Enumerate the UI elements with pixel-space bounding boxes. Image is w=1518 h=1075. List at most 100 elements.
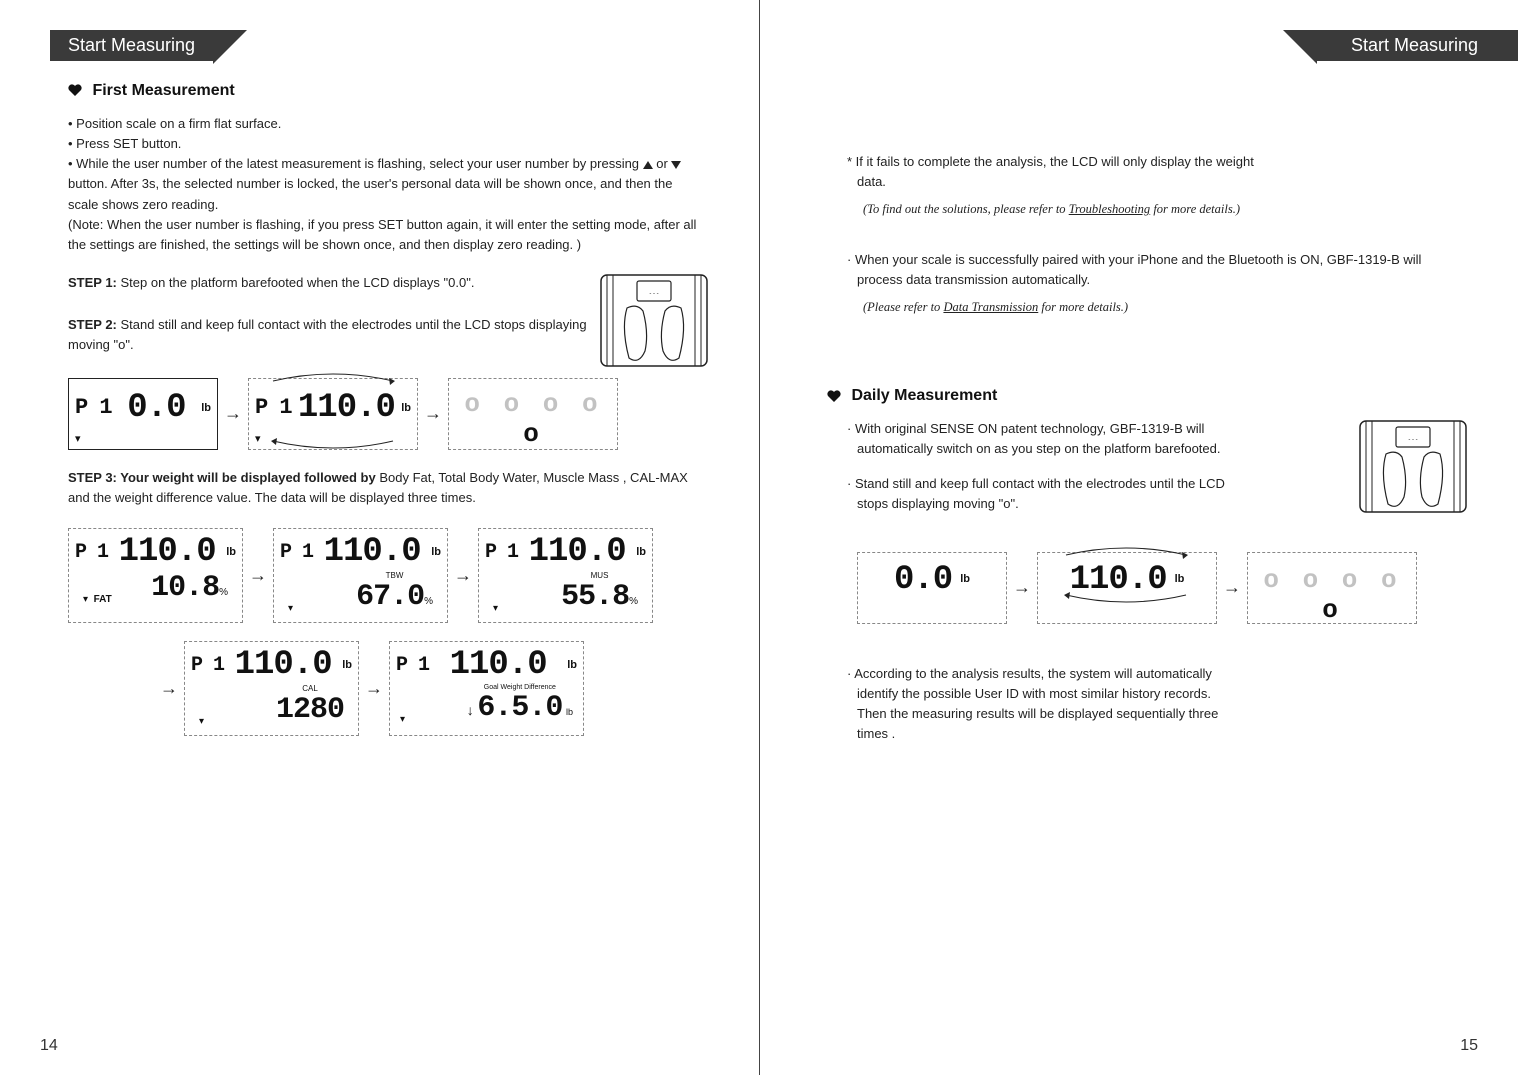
arrow-icon: → (160, 678, 178, 699)
lcd-unit: lb (1175, 573, 1185, 585)
lcd-unit: lb (226, 546, 236, 558)
lcd-sublabel: CAL (276, 684, 344, 693)
lcd-unit: lb (201, 402, 211, 414)
lcd-p: P 1 (485, 541, 518, 564)
lcd-p: P 1 (75, 541, 108, 564)
page-number-left: 14 (40, 1037, 58, 1055)
step2-label: STEP 2: (68, 317, 117, 332)
up-triangle-icon (643, 161, 653, 169)
lcd-val: 0.0 (127, 389, 185, 427)
step1-step2-row: STEP 1: Step on the platform barefooted … (50, 273, 709, 368)
page-number-right: 15 (1460, 1037, 1478, 1055)
lcd-row-3: → P 1 110.0 lb ▾ CAL1280 → P 1 110.0 lb (160, 641, 709, 736)
lcd-sublabel: TBW (356, 571, 433, 580)
lcd-sublabel: Goal Weight Difference (467, 684, 573, 691)
tab-title-left: Start Measuring (50, 30, 213, 61)
heading-text: Daily Measurement (851, 387, 997, 404)
lcd-unit: lb (960, 573, 970, 585)
tab-title-right: Start Measuring (1317, 30, 1518, 61)
lcd-p: P 1 (280, 541, 313, 564)
intro-block: • Position scale on a firm flat surface.… (68, 114, 699, 255)
lcd-val: 110.0 (298, 389, 395, 427)
heading-text: First Measurement (92, 82, 234, 99)
lcd-box: o o o o o (448, 378, 618, 450)
down-triangle-icon (671, 161, 681, 169)
lcd-subunit: % (219, 587, 228, 598)
daily-row: · With original SENSE ON patent technolo… (809, 419, 1468, 522)
lcd-p: P 1 (396, 654, 429, 677)
lcd-box: 110.0 lb (1037, 552, 1217, 624)
lcd-row-2: P 1 110.0 lb ▾ FAT 10.8% → P 1 110.0 lb … (68, 528, 709, 623)
lcd-subval: 1280 (276, 693, 344, 727)
lcd-box: P 1 110.0 lb ▾ MUS55.8% (478, 528, 653, 623)
left-page: Start Measuring First Measurement • Posi… (0, 0, 759, 1075)
lcd-sublabel: FAT (94, 594, 112, 605)
lcd-box: P 1 110.0 lb ▾ FAT 10.8% (68, 528, 243, 623)
lcd-box: P 1 110.0 lb ▾ Goal Weight Difference↓ 6… (389, 641, 584, 736)
tab-bar-right: Start Measuring (809, 30, 1468, 64)
lcd-val: 110.0 (450, 646, 547, 684)
intro-line: • Position scale on a firm flat surface. (68, 114, 699, 134)
lcd-val: 110.0 (324, 533, 421, 571)
lcd-unit: lb (401, 402, 411, 414)
down-arrow-icon: ↓ (467, 702, 474, 718)
lcd-ooo: o o o o o (455, 389, 611, 449)
heart-icon (68, 84, 82, 97)
daily-bullet-2: · Stand still and keep full contact with… (857, 474, 1257, 514)
page-spread: Start Measuring First Measurement • Posi… (0, 0, 1518, 1075)
lcd-box: P 1 110.0 lb ▾ TBW67.0% (273, 528, 448, 623)
lcd-unit: lb (342, 659, 352, 671)
pair-note: · When your scale is successfully paired… (857, 250, 1468, 290)
lcd-row-right: 0.0 lb → 110.0 lb → o o o o o (857, 552, 1468, 624)
step1-text: Step on the platform barefooted when the… (117, 275, 475, 290)
lcd-subunit: % (424, 596, 433, 607)
lcd-box: P 1 110.0 lb ▾ CAL1280 (184, 641, 359, 736)
lcd-subval: 55.8 (561, 580, 629, 614)
intro-line: (Note: When the user number is flashing,… (68, 215, 699, 255)
tab-bar-left: Start Measuring (50, 30, 709, 64)
pair-note-italic: (Please refer to Data Transmission for m… (863, 298, 1468, 317)
lcd-p: P 1 (191, 654, 224, 677)
lcd-subval: 6.5.0 (477, 691, 562, 725)
lcd-ooo: o o o o o (1254, 565, 1410, 625)
arrow-icon: → (454, 565, 472, 586)
lcd-p: P 1 (255, 395, 292, 420)
daily-bullet-1: · With original SENSE ON patent technolo… (857, 419, 1257, 459)
lcd-val: 110.0 (235, 646, 332, 684)
lcd-unit: lb (636, 546, 646, 558)
lcd-unit: lb (567, 659, 577, 671)
lcd-row-1: P 1 0.0 lb ▾ → P 1 110.0 lb ▾ → o o o o … (68, 378, 709, 450)
heading-first-measurement: First Measurement (68, 82, 709, 100)
arrow-icon: → (1223, 577, 1241, 598)
lcd-val: 0.0 (894, 561, 952, 599)
lcd-box: 0.0 lb (857, 552, 1007, 624)
step2: STEP 2: Stand still and keep full contac… (68, 315, 589, 355)
step1-label: STEP 1: (68, 275, 117, 290)
star-note-italic: (To find out the solutions, please refer… (863, 200, 1243, 219)
lcd-subunit: % (629, 596, 638, 607)
troubleshooting-link: Troubleshooting (1069, 202, 1151, 216)
feet-illustration: - - - (1358, 419, 1468, 514)
heart-icon (827, 390, 841, 403)
lcd-subunit: lb (566, 707, 573, 717)
step3: STEP 3: Your weight will be displayed fo… (68, 468, 699, 508)
heading-daily-measurement: Daily Measurement (827, 387, 1468, 405)
right-page: Start Measuring * If it fails to complet… (759, 0, 1518, 1075)
arrow-icon: → (249, 565, 267, 586)
lcd-unit: lb (431, 546, 441, 558)
star-note: * If it fails to complete the analysis, … (857, 152, 1277, 192)
arrow-icon: → (224, 403, 242, 424)
arrow-icon: → (1013, 577, 1031, 598)
lcd-box: o o o o o (1247, 552, 1417, 624)
arrow-icon: → (424, 403, 442, 424)
step3-label: STEP 3: Your weight will be displayed fo… (68, 470, 376, 485)
svg-text:- - -: - - - (1408, 437, 1417, 443)
intro-line: • Press SET button. (68, 134, 699, 154)
lcd-subval: 67.0 (356, 580, 424, 614)
data-transmission-link: Data Transmission (943, 300, 1038, 314)
step1: STEP 1: Step on the platform barefooted … (68, 273, 589, 293)
lcd-val: 110.0 (119, 533, 216, 571)
step2-text: Stand still and keep full contact with t… (68, 317, 587, 352)
feet-illustration: - - - (599, 273, 709, 368)
lcd-box: P 1 0.0 lb ▾ (68, 378, 218, 450)
